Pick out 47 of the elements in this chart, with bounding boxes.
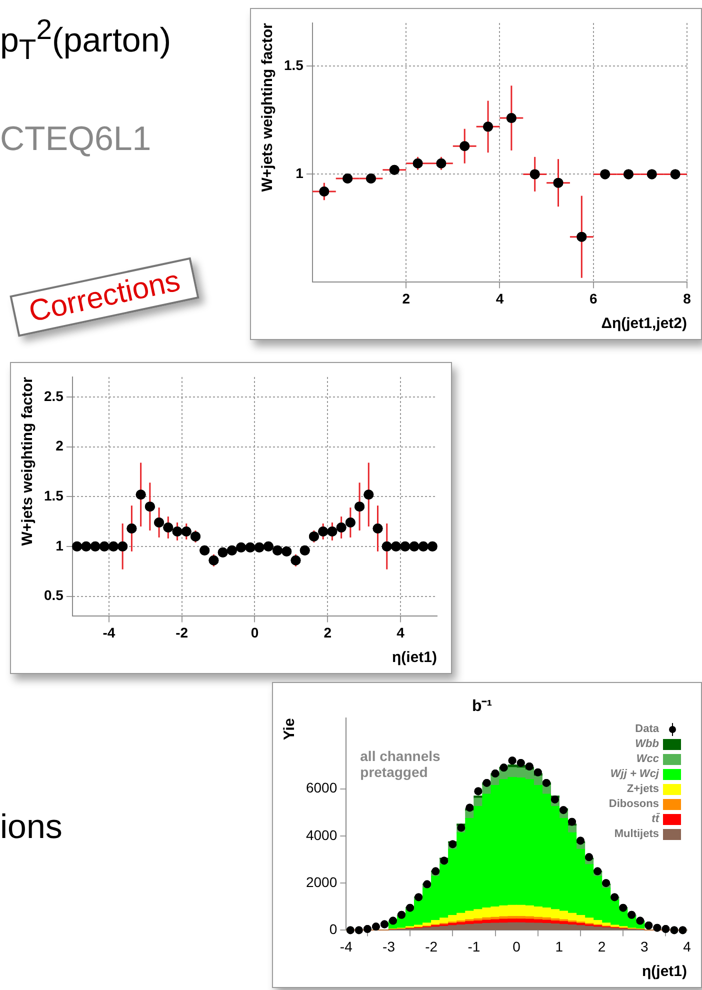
x-tick-label: -4 (102, 624, 116, 640)
legend-label: Multijets (614, 827, 659, 842)
x-tick-label: 3 (640, 938, 648, 954)
y-tick-label: 6000 (306, 780, 338, 796)
x-tick-label: 0 (512, 938, 521, 954)
y-tick-label: 1.5 (284, 57, 304, 74)
x-tick-label: -4 (340, 938, 353, 954)
x-tick-label: -3 (382, 938, 396, 954)
x-tick-label: 1 (555, 938, 564, 954)
text: Corrections (10, 257, 200, 337)
y-tick-label: 1.5 (44, 487, 64, 504)
legend-label: Z+jets (626, 782, 659, 798)
y-axis-title: W+jets weighting factor (259, 22, 276, 192)
x-tick-label: -2 (425, 938, 438, 954)
legend-label: Wcc (636, 752, 659, 768)
x-tick-label: -2 (176, 624, 188, 640)
x-axis-title: η(jet1) (642, 963, 688, 980)
x-tick-label: 4 (396, 624, 405, 640)
y-tick-label: 2000 (306, 874, 338, 890)
y-tick-label: 4000 (306, 826, 338, 843)
x-tick-label: 6 (589, 290, 598, 306)
text: ions (0, 808, 62, 847)
legend-label: Data (635, 722, 659, 738)
y-tick-label: 2.5 (44, 388, 64, 404)
x-tick-label: -1 (468, 938, 480, 954)
annotation: all channels pretagged (360, 748, 442, 780)
x-axis-title: Δη(jet1,jet2) (601, 315, 688, 332)
y-tick-label: 0 (329, 921, 338, 938)
x-axis-title: η(iet1) (392, 649, 438, 666)
text: p$_{T}$$^{2}$(parton) (0, 14, 172, 68)
chart-title: b⁻¹ (472, 698, 492, 716)
legend-label: Wjj + Wcj (610, 767, 659, 782)
legend-label: tt̄ (652, 812, 659, 828)
y-tick-label: 1 (56, 537, 64, 554)
x-tick-label: 2 (402, 290, 410, 306)
x-tick-label: 4 (683, 938, 692, 954)
y-axis-title: W+jets weighting factor (19, 376, 36, 546)
x-tick-label: 0 (250, 624, 259, 640)
x-tick-label: 8 (683, 290, 692, 306)
legend-label: Wbb (635, 737, 659, 752)
x-tick-label: 4 (496, 290, 504, 306)
y-axis-title: Yie (281, 718, 298, 740)
y-tick-label: 0.5 (44, 587, 64, 604)
legend-label: Dibosons (608, 797, 659, 812)
y-tick-label: 2 (56, 438, 64, 454)
x-tick-label: 2 (598, 938, 606, 954)
text: CTEQ6L1 (0, 120, 152, 159)
